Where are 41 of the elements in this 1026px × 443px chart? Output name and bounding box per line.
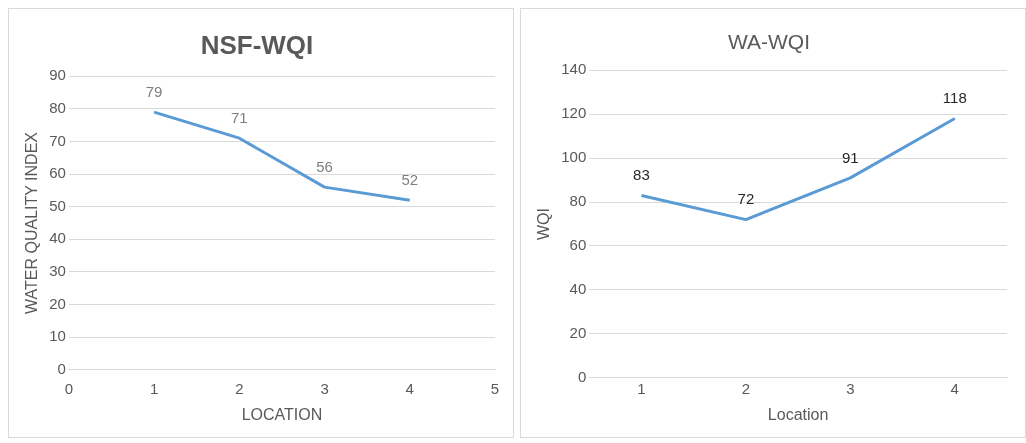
x-tick-label: 1 [637, 379, 646, 397]
chart-title: NSF-WQI [200, 29, 314, 60]
chart-title: WA-WQI [727, 30, 811, 54]
x-tick-label: 3 [320, 379, 329, 397]
x-axis-title: LOCATION [241, 405, 323, 423]
data-label: 72 [737, 190, 755, 208]
data-label: 91 [841, 148, 859, 166]
y-tick-label: 60 [569, 236, 587, 254]
y-axis-title: WATER QUALITY INDEX [23, 131, 41, 314]
y-tick-label: 0 [577, 367, 587, 385]
x-tick-label: 4 [950, 379, 959, 397]
y-tick-label: 70 [49, 131, 66, 149]
y-tick-label: 80 [49, 98, 66, 116]
data-label: 71 [230, 108, 248, 126]
y-tick-label: 20 [49, 294, 66, 312]
y-tick-label: 120 [561, 104, 587, 122]
x-tick-label: 1 [149, 379, 159, 397]
y-axis-title: WQI [535, 208, 553, 240]
x-tick-label: 5 [490, 379, 500, 397]
x-tick-label: 2 [741, 379, 751, 397]
data-label: 83 [633, 166, 650, 184]
data-label: 118 [942, 89, 967, 107]
y-tick-label: 40 [49, 229, 66, 247]
x-tick-label: 3 [846, 379, 855, 397]
data-label: 52 [401, 170, 419, 188]
data-label: 56 [316, 157, 333, 175]
y-tick-label: 0 [57, 359, 66, 377]
x-tick-label: 4 [405, 379, 414, 397]
y-tick-label: 90 [49, 66, 66, 84]
y-tick-label: 40 [569, 280, 587, 298]
y-tick-label: 20 [569, 324, 587, 341]
y-tick-label: 140 [561, 60, 587, 78]
y-tick-label: 100 [561, 148, 587, 166]
y-tick-label: 10 [49, 327, 66, 345]
x-tick-label: 2 [235, 379, 244, 397]
x-axis-title: Location [767, 405, 829, 423]
y-tick-label: 30 [49, 262, 66, 280]
y-tick-label: 50 [49, 196, 66, 214]
y-tick-label: 80 [569, 192, 587, 210]
y-tick-label: 60 [49, 164, 66, 182]
data-label: 79 [145, 82, 163, 100]
